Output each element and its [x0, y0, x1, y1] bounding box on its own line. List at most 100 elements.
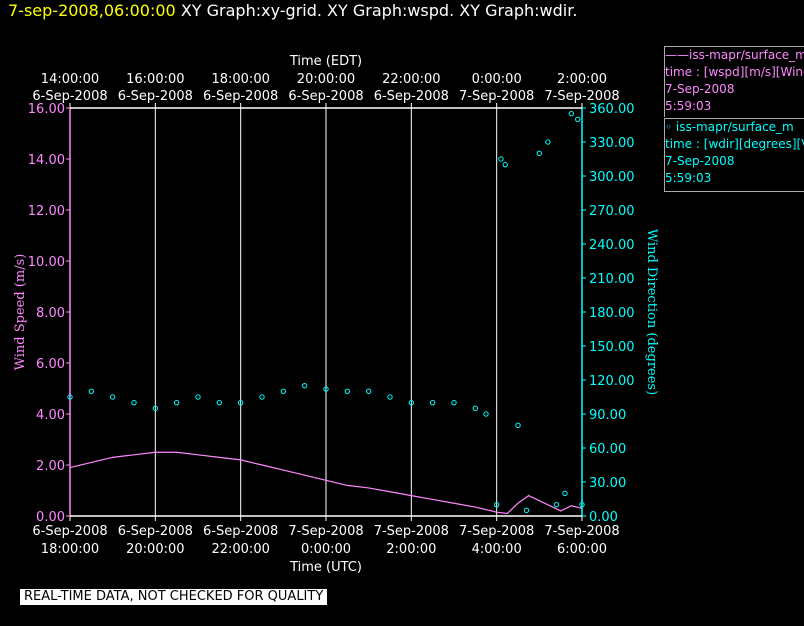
- xy-chart: 14:00:00 6-Sep-2008 16:00:00 6-Sep-2008 18:0…: [13, 54, 659, 575]
- left-tick-label: 4.00: [36, 408, 65, 423]
- bottom-tick-date: 7-Sep-2008: [288, 524, 363, 539]
- wdir-point: [493, 501, 500, 508]
- right-tick-label: 60.00: [589, 442, 626, 457]
- bottom-axis-label: Time (UTC): [289, 560, 362, 575]
- wdir-point: [259, 394, 265, 400]
- legend-wspd-desc: time : [wspd][m/s][Wind: [665, 65, 804, 79]
- bottom-tick-time: 18:00:00: [41, 542, 99, 557]
- wspd-series-line: [69, 451, 583, 515]
- top-axis-label: Time (EDT): [289, 54, 362, 69]
- legend-wspd-time: 5:59:03: [665, 99, 712, 113]
- right-tick-label: 90.00: [589, 408, 626, 423]
- bottom-tick-time: 6:00:00: [557, 542, 607, 557]
- left-tick-label: 8.00: [36, 306, 65, 321]
- wdir-point: [545, 139, 551, 145]
- wdir-point: [575, 116, 581, 123]
- legend-wspd-series: ——iss-mapr/surface_m: [665, 48, 804, 62]
- wdir-point: [237, 399, 244, 406]
- top-tick-time: 14:00:00: [41, 72, 99, 87]
- wdir-point: [408, 399, 415, 406]
- top-tick-date: 6-Sep-2008: [203, 89, 278, 104]
- right-tick-label: 330.00: [589, 136, 635, 151]
- left-tick-label: 0.00: [36, 510, 65, 525]
- wdir-point: [173, 399, 180, 406]
- right-axis-label: Wind Direction (degrees): [644, 229, 659, 395]
- legend-wdir-time: 5:59:03: [665, 171, 712, 185]
- bottom-tick-time: 4:00:00: [472, 542, 522, 557]
- top-tick-date: 6-Sep-2008: [32, 89, 107, 104]
- bottom-tick-date: 6-Sep-2008: [203, 524, 278, 539]
- bottom-tick-date: 6-Sep-2008: [118, 524, 193, 539]
- title-graphs: XY Graph:xy-grid. XY Graph:wspd. XY Grap…: [180, 1, 578, 20]
- wdir-point: [515, 422, 521, 429]
- right-tick-label: 360.00: [589, 102, 635, 117]
- wdir-point: [323, 386, 329, 392]
- wdir-point: [280, 388, 287, 395]
- bottom-tick-date: 7-Sep-2008: [544, 524, 619, 539]
- top-tick-time: 0:00:00: [472, 72, 522, 87]
- top-tick-time: 20:00:00: [297, 72, 355, 87]
- top-tick-time: 22:00:00: [382, 72, 440, 87]
- legend-wspd-date: 7-Sep-2008: [665, 82, 735, 96]
- left-tick-label: 2.00: [36, 459, 65, 474]
- left-tick-label: 12.00: [28, 204, 65, 219]
- wdir-point: [429, 399, 436, 406]
- title-timestamp: 7-sep-2008,06:00:00: [8, 1, 176, 20]
- right-tick-label: 120.00: [589, 374, 635, 389]
- quality-disclaimer: REAL-TIME DATA, NOT CHECKED FOR QUALITY: [20, 589, 328, 605]
- title-bar: 7-sep-2008,06:00:00 XY Graph:xy-grid. XY…: [8, 1, 577, 20]
- wdir-point: [472, 405, 479, 412]
- wdir-point: [451, 399, 457, 406]
- wdir-point: [88, 388, 95, 395]
- right-tick-label: 270.00: [589, 204, 635, 219]
- right-tick-label: 30.00: [589, 476, 626, 491]
- wdir-point: [562, 490, 568, 497]
- legend-wspd: ——iss-mapr/surface_m time : [wspd][m/s][…: [664, 46, 804, 117]
- wdir-point: [483, 411, 489, 417]
- bottom-tick-date: 7-Sep-2008: [374, 524, 449, 539]
- top-tick-date: 6-Sep-2008: [118, 89, 193, 104]
- wdir-point: [195, 394, 201, 400]
- top-tick-date: 6-Sep-2008: [288, 89, 363, 104]
- wdir-point: [67, 394, 73, 400]
- top-tick-time: 2:00:00: [557, 72, 607, 87]
- top-tick-date: 7-Sep-2008: [544, 89, 619, 104]
- bottom-tick-time: 22:00:00: [211, 542, 269, 557]
- wdir-point: [579, 501, 585, 508]
- legend-wdir-date: 7-Sep-2008: [665, 154, 735, 168]
- wdir-point: [523, 507, 530, 514]
- wdir-point: [344, 388, 351, 395]
- right-tick-label: 300.00: [589, 170, 635, 185]
- wdir-point: [568, 110, 575, 117]
- top-tick-date: 6-Sep-2008: [374, 89, 449, 104]
- top-tick-time: 16:00:00: [126, 72, 184, 87]
- bottom-tick-time: 0:00:00: [301, 542, 351, 557]
- right-tick-label: 180.00: [589, 306, 635, 321]
- wdir-point: [131, 399, 137, 406]
- right-tick-label: 210.00: [589, 272, 635, 287]
- left-axis-label: Wind Speed (m/s): [13, 254, 28, 371]
- left-tick-label: 14.00: [28, 153, 65, 168]
- legend-wdir-desc: time : [wdir][degrees][V: [665, 137, 804, 151]
- right-tick-label: 240.00: [589, 238, 635, 253]
- bottom-tick-date: 6-Sep-2008: [32, 524, 107, 539]
- wdir-point: [536, 150, 543, 157]
- wdir-point: [109, 394, 116, 400]
- wdir-point: [502, 161, 508, 168]
- wdir-point: [498, 156, 504, 162]
- bottom-tick-time: 20:00:00: [126, 542, 184, 557]
- wdir-point: [365, 388, 372, 395]
- wdir-point: [553, 501, 560, 508]
- right-tick-label: 150.00: [589, 340, 635, 355]
- left-tick-label: 10.00: [28, 255, 65, 270]
- legend-wdir: ◦ iss-mapr/surface_m time : [wdir][degre…: [664, 118, 804, 192]
- right-tick-label: 0.00: [589, 510, 618, 525]
- left-tick-label: 16.00: [28, 102, 65, 117]
- wdir-point: [301, 382, 308, 389]
- top-tick-date: 7-Sep-2008: [459, 89, 534, 104]
- left-tick-label: 6.00: [36, 357, 65, 372]
- wdir-point: [387, 394, 393, 400]
- top-tick-time: 18:00:00: [211, 72, 269, 87]
- bottom-tick-date: 7-Sep-2008: [459, 524, 534, 539]
- legend-wdir-series: ◦ iss-mapr/surface_m: [665, 120, 794, 134]
